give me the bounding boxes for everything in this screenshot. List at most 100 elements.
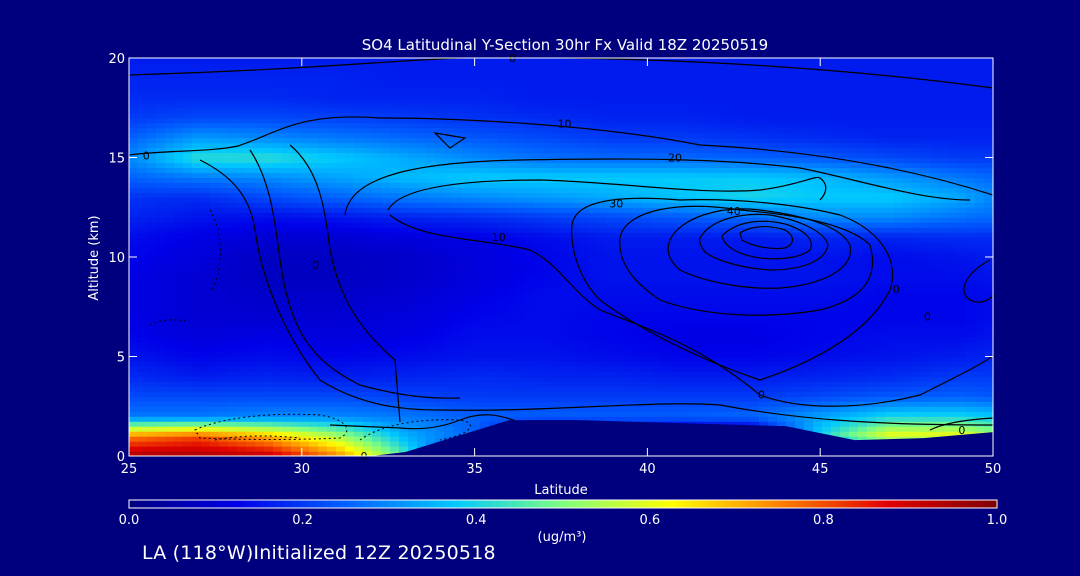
heat-cell bbox=[408, 341, 418, 348]
heat-cell bbox=[228, 202, 238, 208]
heat-cell bbox=[489, 286, 499, 293]
heat-cell bbox=[309, 261, 319, 268]
heat-cell bbox=[408, 411, 418, 417]
heat-cell bbox=[615, 411, 625, 417]
heat-cell bbox=[444, 326, 454, 333]
heat-cell bbox=[543, 306, 553, 313]
heat-cell bbox=[480, 77, 490, 84]
heat-cell bbox=[192, 192, 202, 198]
heat-cell bbox=[588, 247, 598, 253]
heat-cell bbox=[678, 132, 688, 139]
heat-cell bbox=[174, 222, 184, 228]
heat-cell bbox=[318, 426, 328, 432]
heat-cell bbox=[570, 276, 580, 283]
heat-cell bbox=[552, 271, 562, 278]
heat-cell bbox=[408, 386, 418, 392]
heat-cell bbox=[309, 276, 319, 283]
heat-cell bbox=[228, 102, 238, 109]
heat-cell bbox=[192, 117, 202, 124]
heat-cell bbox=[327, 137, 337, 144]
heat-cell bbox=[444, 316, 454, 323]
heat-cell bbox=[174, 391, 184, 397]
heat-cell bbox=[633, 157, 643, 164]
heat-cell bbox=[363, 396, 373, 402]
heat-cell bbox=[237, 426, 247, 432]
heat-cell bbox=[462, 311, 472, 318]
heat-cell bbox=[309, 102, 319, 109]
heat-cell bbox=[165, 152, 175, 159]
heat-cell bbox=[282, 381, 292, 387]
heat-cell bbox=[552, 222, 562, 228]
heat-cell bbox=[255, 331, 265, 338]
heat-cell bbox=[273, 261, 283, 268]
heat-cell bbox=[642, 147, 652, 154]
heat-cell bbox=[336, 451, 346, 456]
heat-cell bbox=[264, 232, 274, 238]
heat-cell bbox=[345, 451, 355, 456]
heat-cell bbox=[363, 107, 373, 114]
heat-cell bbox=[660, 102, 670, 109]
heat-cell bbox=[678, 396, 688, 402]
heat-cell bbox=[318, 227, 328, 233]
heat-cell bbox=[273, 212, 283, 218]
heat-cell bbox=[246, 311, 256, 318]
heat-cell bbox=[525, 77, 535, 84]
heat-cell bbox=[669, 117, 679, 124]
heat-cell bbox=[579, 316, 589, 323]
heat-cell bbox=[381, 266, 391, 273]
heat-cell bbox=[174, 162, 184, 169]
heat-cell bbox=[588, 411, 598, 417]
heat-cell bbox=[669, 306, 679, 313]
heat-cell bbox=[561, 331, 571, 338]
heat-cell bbox=[165, 167, 175, 174]
heat-cell bbox=[282, 137, 292, 144]
heat-cell bbox=[174, 411, 184, 417]
heat-cell bbox=[678, 242, 688, 248]
heat-cell bbox=[624, 177, 634, 183]
heat-cell bbox=[381, 87, 391, 94]
heat-cell bbox=[525, 87, 535, 94]
heat-cell bbox=[498, 381, 508, 387]
heat-cell bbox=[507, 376, 517, 382]
heat-cell bbox=[282, 192, 292, 198]
heat-cell bbox=[183, 431, 193, 437]
heat-cell bbox=[390, 102, 400, 109]
heat-cell bbox=[507, 172, 517, 178]
heat-cell bbox=[561, 202, 571, 208]
heat-cell bbox=[165, 182, 175, 188]
heat-cell bbox=[570, 306, 580, 313]
heat-cell bbox=[498, 222, 508, 228]
heat-cell bbox=[300, 451, 310, 456]
heat-cell bbox=[273, 386, 283, 392]
heat-cell bbox=[615, 301, 625, 308]
heat-cell bbox=[192, 62, 202, 69]
heat-cell bbox=[534, 281, 544, 288]
heat-cell bbox=[444, 296, 454, 303]
heat-cell bbox=[462, 326, 472, 333]
heat-cell bbox=[444, 371, 454, 377]
heat-cell bbox=[399, 376, 409, 382]
heat-cell bbox=[615, 371, 625, 377]
heat-cell bbox=[606, 117, 616, 124]
heat-cell bbox=[165, 132, 175, 139]
heat-cell bbox=[372, 97, 382, 104]
heat-cell bbox=[264, 182, 274, 188]
heat-cell bbox=[633, 62, 643, 69]
heat-cell bbox=[570, 172, 580, 178]
heat-cell bbox=[210, 67, 220, 74]
heat-cell bbox=[516, 286, 526, 293]
heat-cell bbox=[426, 421, 436, 427]
heat-cell bbox=[336, 421, 346, 427]
heat-cell bbox=[543, 341, 553, 348]
heat-cell bbox=[606, 351, 616, 358]
heat-cell bbox=[210, 58, 220, 64]
heat-cell bbox=[165, 366, 175, 373]
heat-cell bbox=[408, 281, 418, 288]
heat-cell bbox=[381, 401, 391, 407]
heat-cell bbox=[543, 217, 553, 223]
heat-cell bbox=[606, 371, 616, 377]
heat-cell bbox=[678, 187, 688, 193]
heat-cell bbox=[174, 336, 184, 343]
heat-cell bbox=[273, 311, 283, 318]
heat-cell bbox=[156, 127, 166, 134]
